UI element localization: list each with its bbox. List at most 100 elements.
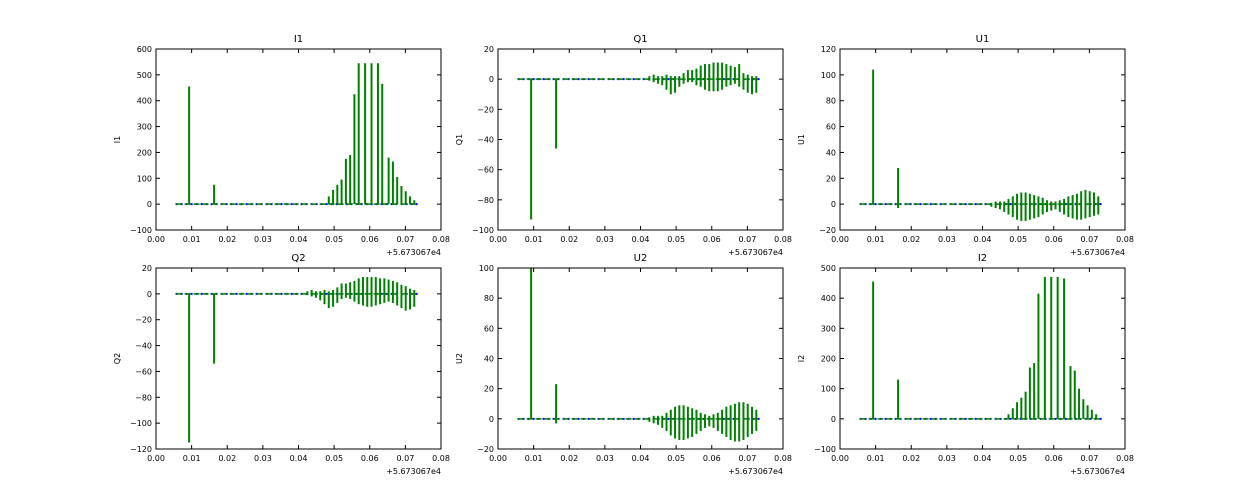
x-tick-label: 0.06 bbox=[703, 235, 721, 244]
y-tick-label: 0 bbox=[831, 200, 836, 209]
data-marks bbox=[175, 63, 418, 206]
x-offset-label: +5.673067e4 bbox=[1070, 467, 1125, 476]
y-tick-label: −60 bbox=[135, 367, 152, 376]
y-axis-label: I2 bbox=[797, 355, 806, 362]
x-tick-label: 0.04 bbox=[974, 235, 992, 244]
y-tick-label: 600 bbox=[137, 45, 152, 54]
y-tick-label: −100 bbox=[472, 226, 494, 235]
axes-frame bbox=[839, 267, 1126, 450]
y-axis-label: Q1 bbox=[455, 134, 464, 145]
x-tick-label: 0.03 bbox=[938, 235, 956, 244]
x-tick-label: 0.07 bbox=[1080, 454, 1098, 463]
x-tick-label: 0.05 bbox=[1009, 235, 1027, 244]
x-tick-label: 0.03 bbox=[596, 454, 614, 463]
subplot-u2: 0.00 0.01 0.02 0.03 0.04 0.05 0.06 0.07 0.08 −20 0… bbox=[455, 253, 792, 476]
x-tick-label: 0.07 bbox=[738, 454, 756, 463]
y-tick-label: 20 bbox=[484, 45, 494, 54]
y-tick-label: 80 bbox=[484, 294, 494, 303]
data-marks bbox=[859, 69, 1102, 221]
subplot-title: U2 bbox=[634, 253, 648, 264]
subplot-title: I2 bbox=[978, 253, 987, 264]
y-tick-label: −60 bbox=[477, 166, 494, 175]
y-tick-label: 0 bbox=[489, 75, 494, 84]
x-tick-label: 0.07 bbox=[738, 235, 756, 244]
x-tick-label: 0.07 bbox=[1080, 235, 1098, 244]
subplot-title: Q1 bbox=[633, 34, 647, 45]
y-tick-label: 100 bbox=[821, 385, 836, 394]
x-tick-label: 0.07 bbox=[396, 235, 414, 244]
x-tick-label: 0.02 bbox=[560, 235, 578, 244]
y-tick-label: −20 bbox=[135, 316, 152, 325]
subplot-title: U1 bbox=[976, 34, 990, 45]
x-tick-label: 0.01 bbox=[525, 235, 543, 244]
x-tick-label: 0.02 bbox=[902, 235, 920, 244]
subplot-q1: 0.00 0.01 0.02 0.03 0.04 0.05 0.06 0.07 0.08 −100… bbox=[455, 34, 792, 257]
x-tick-label: 0.02 bbox=[902, 454, 920, 463]
x-tick-label: 0.05 bbox=[325, 235, 343, 244]
x-tick-label: 0.08 bbox=[432, 235, 450, 244]
x-tick-label: 0.08 bbox=[432, 454, 450, 463]
y-axis-label: Q2 bbox=[113, 353, 122, 364]
y-tick-label: 20 bbox=[142, 264, 152, 273]
y-tick-label: 500 bbox=[137, 71, 152, 80]
y-tick-label: 0 bbox=[831, 415, 836, 424]
y-tick-label: −80 bbox=[135, 393, 152, 402]
y-tick-label: −20 bbox=[477, 105, 494, 114]
x-tick-label: 0.08 bbox=[774, 454, 792, 463]
y-tick-label: 300 bbox=[821, 324, 836, 333]
x-tick-label: 0.00 bbox=[831, 454, 849, 463]
subplot-i1: 0.00 0.01 0.02 0.03 0.04 0.05 0.06 0.07 0.08 −100… bbox=[113, 34, 450, 257]
y-tick-label: 0 bbox=[489, 415, 494, 424]
x-tick-label: 0.00 bbox=[147, 454, 165, 463]
x-tick-label: 0.05 bbox=[667, 454, 685, 463]
x-tick-label: 0.08 bbox=[1116, 454, 1134, 463]
y-tick-label: 20 bbox=[484, 385, 494, 394]
x-tick-label: 0.00 bbox=[831, 235, 849, 244]
x-tick-label: 0.04 bbox=[974, 454, 992, 463]
y-tick-label: −20 bbox=[819, 226, 836, 235]
y-tick-label: 60 bbox=[484, 324, 494, 333]
x-tick-label: 0.00 bbox=[489, 235, 507, 244]
y-tick-label: 500 bbox=[821, 264, 836, 273]
data-marks bbox=[517, 268, 760, 442]
x-offset-label: +5.673067e4 bbox=[386, 248, 441, 257]
axes-frame bbox=[839, 48, 1126, 231]
x-tick-label: 0.06 bbox=[361, 454, 379, 463]
data-marks bbox=[859, 277, 1102, 420]
x-tick-label: 0.01 bbox=[867, 235, 885, 244]
x-tick-label: 0.03 bbox=[938, 454, 956, 463]
x-tick-label: 0.05 bbox=[325, 454, 343, 463]
y-tick-label: 400 bbox=[821, 294, 836, 303]
y-tick-label: 100 bbox=[137, 174, 152, 183]
x-tick-label: 0.00 bbox=[489, 454, 507, 463]
y-tick-label: 300 bbox=[137, 123, 152, 132]
y-tick-label: 100 bbox=[479, 264, 494, 273]
axes-frame bbox=[497, 48, 784, 231]
x-tick-label: 0.04 bbox=[632, 454, 650, 463]
y-axis-label: U2 bbox=[455, 353, 464, 364]
x-tick-label: 0.01 bbox=[867, 454, 885, 463]
y-tick-label: 120 bbox=[821, 45, 836, 54]
y-tick-label: 0 bbox=[147, 200, 152, 209]
subplot-q2: 0.00 0.01 0.02 0.03 0.04 0.05 0.06 0.07 0.08 −120… bbox=[113, 253, 450, 476]
x-tick-label: 0.04 bbox=[290, 454, 308, 463]
y-axis-label: I1 bbox=[113, 136, 122, 143]
y-tick-label: 0 bbox=[147, 290, 152, 299]
subplot-title: Q2 bbox=[291, 253, 305, 264]
x-tick-label: 0.01 bbox=[525, 454, 543, 463]
y-tick-label: 400 bbox=[137, 97, 152, 106]
x-tick-label: 0.00 bbox=[147, 235, 165, 244]
x-tick-label: 0.03 bbox=[254, 235, 272, 244]
y-tick-label: 200 bbox=[821, 355, 836, 364]
axes-frame bbox=[155, 48, 442, 231]
x-tick-label: 0.01 bbox=[183, 235, 201, 244]
y-tick-label: −80 bbox=[477, 196, 494, 205]
axes-frame bbox=[155, 267, 442, 450]
y-tick-label: 40 bbox=[484, 355, 494, 364]
y-tick-label: 100 bbox=[821, 71, 836, 80]
x-tick-label: 0.07 bbox=[396, 454, 414, 463]
y-axis-label: U1 bbox=[797, 134, 806, 145]
x-offset-label: +5.673067e4 bbox=[728, 467, 783, 476]
y-tick-label: −100 bbox=[130, 226, 152, 235]
x-tick-label: 0.03 bbox=[596, 235, 614, 244]
